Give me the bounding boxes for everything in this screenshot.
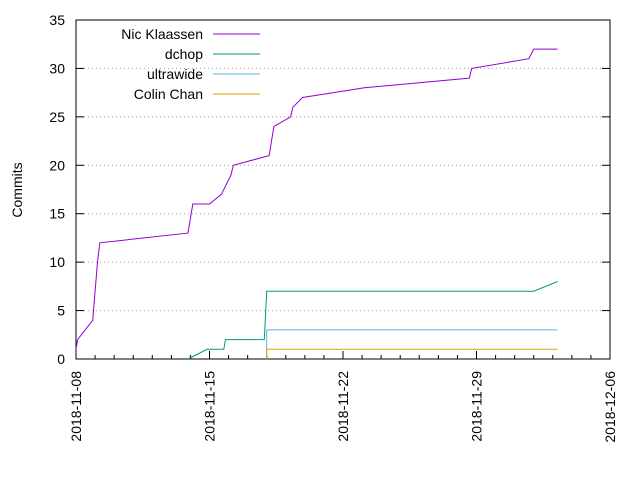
grid-lines: [76, 67, 610, 312]
y-tick-label: 25: [49, 109, 65, 125]
series-line-nic-klaassen: [75, 48, 558, 350]
x-tick-label: 2018-11-29: [469, 371, 485, 442]
x-tick-label: 2018-12-06: [602, 371, 618, 443]
y-tick-label: 0: [57, 351, 65, 367]
y-tick-label: 20: [49, 157, 65, 173]
legend-label: Nic Klaassen: [121, 26, 203, 42]
legend: Nic Klaassen dchop ultrawide Colin Chan: [121, 26, 260, 102]
y-tick-label: 5: [57, 303, 65, 319]
x-tick-label: 2018-11-15: [202, 371, 218, 442]
series-lines: [75, 48, 558, 360]
legend-label: ultrawide: [147, 66, 203, 82]
legend-label: dchop: [165, 46, 203, 62]
y-tick-label: 35: [49, 12, 65, 28]
legend-label: Colin Chan: [134, 86, 203, 102]
series-line-ultrawide: [266, 329, 558, 359]
y-tick-label: 15: [49, 206, 65, 222]
y-tick-label: 10: [49, 254, 65, 270]
series-line-colin-chan: [266, 348, 558, 359]
x-tick-label: 2018-11-08: [68, 371, 84, 442]
axis-ticks: 0 5 10 15 20 25 30 35 2018-11-08 2018-11-15 2018-1…: [49, 12, 618, 443]
y-tick-label: 30: [49, 60, 65, 76]
x-tick-label: 2018-11-22: [335, 371, 351, 442]
series-line-dchop: [187, 281, 558, 360]
y-axis-label: Commits: [9, 162, 25, 217]
